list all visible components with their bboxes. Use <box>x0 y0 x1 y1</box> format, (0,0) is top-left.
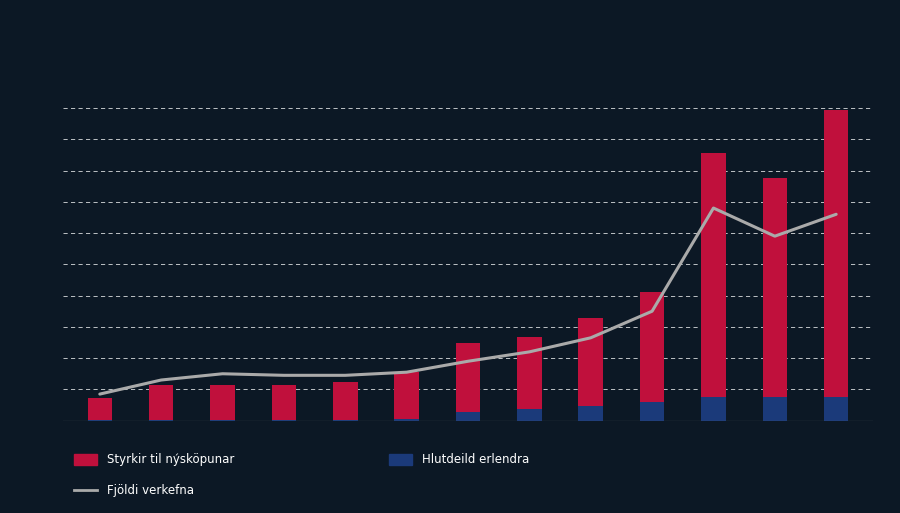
Bar <box>394 419 418 421</box>
Bar <box>148 420 174 421</box>
Bar <box>211 420 235 421</box>
Bar <box>455 343 481 412</box>
Bar <box>518 409 542 421</box>
Bar <box>272 420 296 421</box>
Bar <box>148 385 174 420</box>
Bar <box>762 179 788 397</box>
Bar <box>640 402 664 421</box>
Bar <box>518 337 542 409</box>
Bar <box>211 385 235 420</box>
Legend: Styrkir til nýsköpunar: Styrkir til nýsköpunar <box>69 449 238 471</box>
Bar <box>272 385 296 420</box>
Bar <box>701 397 725 421</box>
Bar <box>333 382 357 420</box>
Bar <box>824 397 849 421</box>
Legend: Fjöldi verkefna: Fjöldi verkefna <box>69 480 198 502</box>
Bar <box>579 318 603 406</box>
Bar <box>87 398 112 420</box>
Bar <box>87 420 112 421</box>
Bar <box>762 397 788 421</box>
Bar <box>701 153 725 397</box>
Bar <box>455 412 481 421</box>
Bar <box>579 406 603 421</box>
Bar <box>824 110 849 397</box>
Legend: Hlutdeild erlendra: Hlutdeild erlendra <box>384 449 534 471</box>
Bar <box>394 372 418 419</box>
Bar <box>333 420 357 421</box>
Bar <box>640 292 664 402</box>
